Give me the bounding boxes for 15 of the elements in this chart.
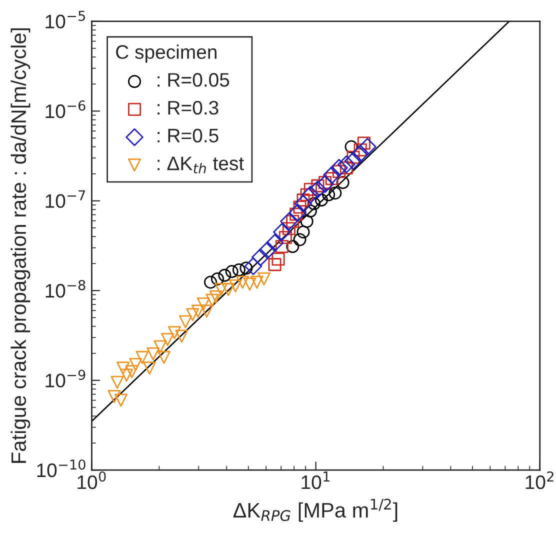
y-tick-label: 10$^{−6}$ bbox=[46, 100, 86, 118]
y-tick-label: 10$^{−8}$ bbox=[46, 280, 86, 298]
legend-label: : R=0.05 bbox=[158, 73, 230, 87]
legend-label: : ΔK$_{th}$ test bbox=[158, 156, 244, 174]
x-tick-label: 10$^{1}$ bbox=[302, 472, 330, 490]
x-tick-label: 10$^{2}$ bbox=[526, 471, 554, 490]
y-axis-title: Fatigue crack propagation rate : da/dN[m/cycle] bbox=[10, 28, 30, 463]
x-tick-label: 10$^{0}$ bbox=[78, 471, 106, 490]
legend-label: : R=0.5 bbox=[158, 128, 218, 142]
x-axis-title: ΔK$_{RPG}$ [MPa m$^{1/2}$] bbox=[233, 498, 398, 522]
y-tick-label: 10$^{−9}$ bbox=[46, 370, 86, 388]
legend-label: : R=0.3 bbox=[158, 100, 218, 115]
y-tick-label: 10$^{−5}$ bbox=[46, 10, 85, 28]
y-tick-label: 10$^{−7}$ bbox=[46, 190, 86, 208]
legend-title: C specimen bbox=[116, 44, 216, 63]
